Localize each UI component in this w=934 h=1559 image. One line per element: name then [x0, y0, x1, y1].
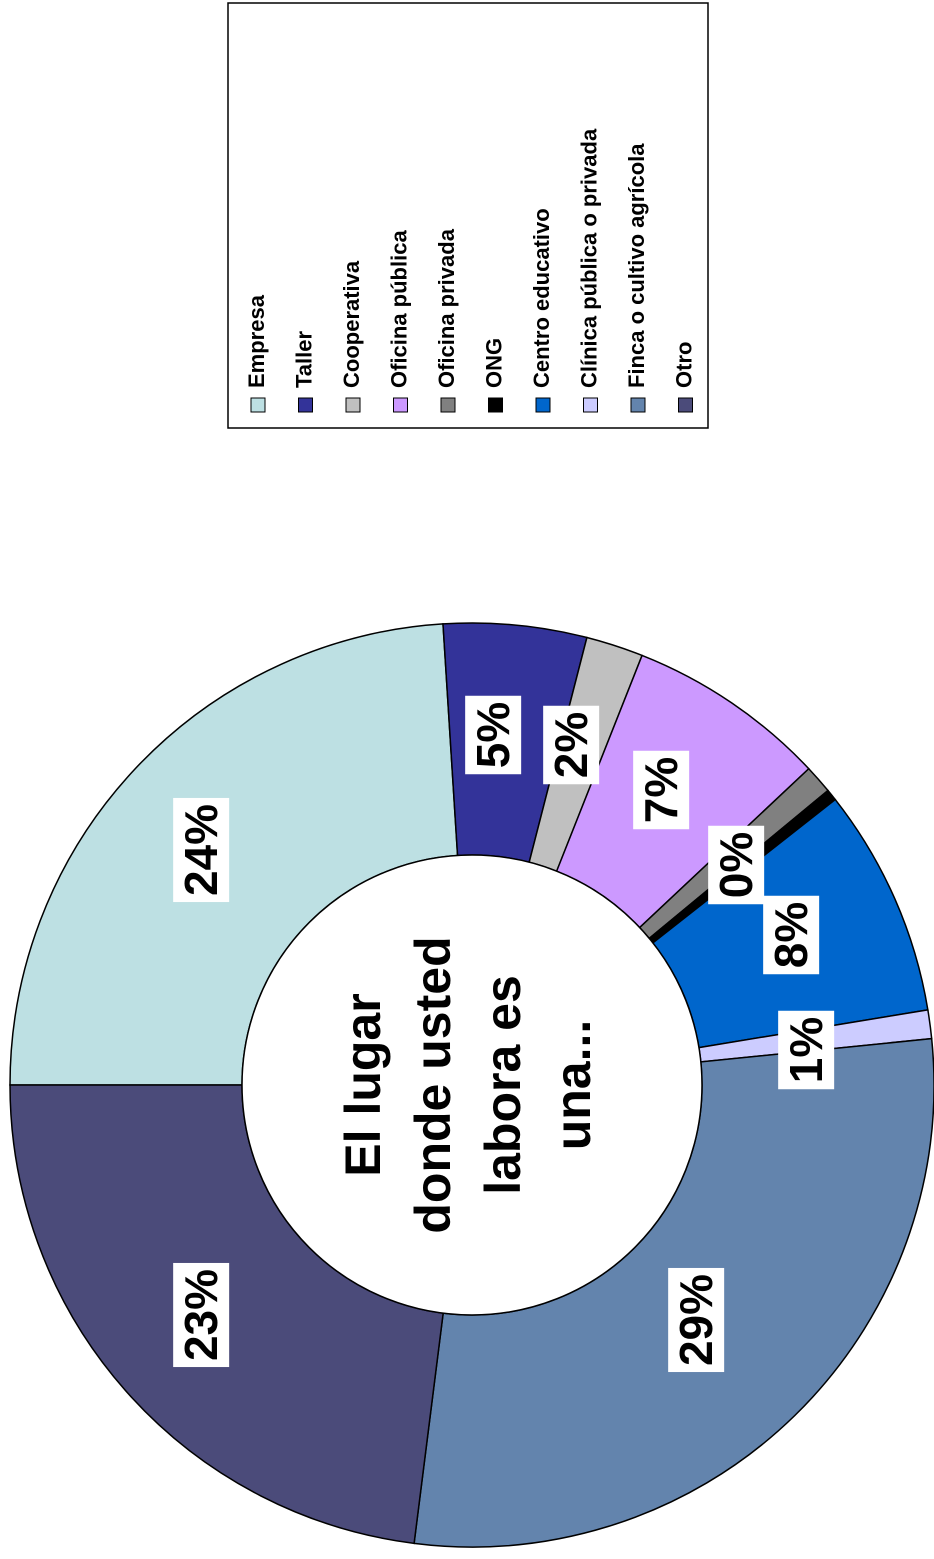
legend-swatch [250, 397, 266, 413]
value-label: 7% [635, 757, 687, 823]
legend-box [227, 2, 709, 429]
legend-swatch [678, 397, 693, 413]
legend-swatch [440, 397, 456, 413]
value-label: 0% [710, 832, 762, 898]
legend-label: Clínica pública o privada [576, 128, 601, 388]
legend-label: Taller [291, 330, 316, 388]
value-label: 29% [670, 1274, 722, 1366]
value-label-bg [173, 1262, 230, 1368]
value-label: 24% [175, 804, 227, 896]
legend-label: Oficina privada [434, 228, 459, 388]
legend-swatch [298, 397, 313, 413]
value-label-bg [708, 825, 765, 905]
legend-swatch [345, 397, 361, 413]
donut-hole [241, 854, 703, 1316]
legend-swatch [393, 397, 408, 413]
rotated-chart: 24% 5% 2% 7% 0%8% 1% 29% 23% El lugar donde usted… [9, 2, 934, 1548]
value-label-bg [778, 1010, 835, 1090]
center-text: El lugar [335, 993, 391, 1176]
value-label: 2% [545, 712, 597, 778]
value-label: 23% [175, 1269, 227, 1361]
legend-swatch [583, 397, 598, 413]
value-label-bg [633, 750, 690, 830]
legend-swatch [488, 397, 503, 413]
value-label: 1% [780, 1017, 832, 1083]
value-label-bg [465, 695, 522, 775]
center-text: labora es [475, 975, 531, 1195]
legend-label: Empresa [244, 294, 269, 388]
value-label-bg [543, 705, 600, 785]
legend-label: Centro educativo [529, 208, 554, 388]
value-label-bg [173, 797, 230, 903]
center-text: donde usted [405, 936, 461, 1233]
legend-label: Finca o cultivo agrícola [624, 143, 649, 388]
legend-label: Cooperativa [339, 260, 364, 388]
value-label: 8% [765, 902, 817, 968]
value-label-bg [668, 1267, 725, 1373]
legend-swatch [535, 397, 551, 413]
legend-label: Otro [671, 342, 696, 388]
legend-label: Oficina pública [386, 230, 411, 388]
value-label-bg [763, 895, 820, 975]
legend-label: ONG [481, 338, 506, 388]
legend-swatch [630, 397, 646, 413]
center-text: una... [545, 1020, 601, 1151]
value-label: 5% [467, 702, 519, 768]
